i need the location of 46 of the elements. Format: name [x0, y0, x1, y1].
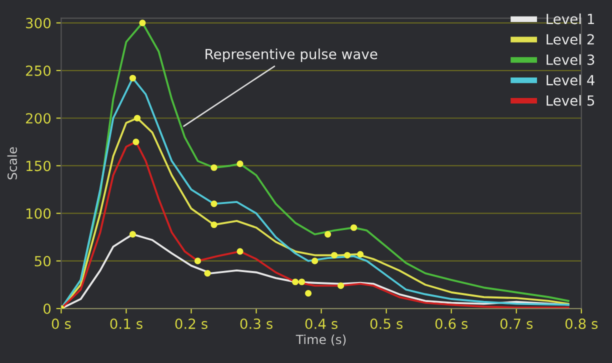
legend-label: Level 5	[546, 95, 594, 106]
legend-label: Level 2	[546, 34, 594, 45]
point	[312, 258, 318, 264]
point	[210, 221, 218, 228]
point	[129, 74, 136, 82]
point	[305, 290, 312, 297]
point	[210, 200, 218, 208]
point	[194, 258, 202, 264]
point	[338, 282, 344, 289]
x-tick-label: 0.2 s	[175, 318, 208, 330]
x-tick-label: 0.8 s	[565, 318, 598, 330]
point	[331, 252, 338, 259]
point	[344, 252, 351, 259]
point	[350, 224, 358, 231]
point	[129, 230, 136, 238]
legend-label: Level 4	[546, 74, 594, 86]
x-tick-label: 0.5 s	[370, 318, 403, 330]
legend-label: Level 3	[546, 54, 594, 65]
legend-label: Level 1	[546, 13, 594, 24]
x-tick-label: 0.1 s	[110, 318, 142, 330]
x-tick-label: 0.3 s	[240, 318, 272, 330]
y-tick-label: 300	[26, 18, 51, 28]
x-tick-label: 0.6 s	[435, 318, 468, 330]
y-tick-label: 0	[44, 304, 51, 314]
point	[210, 164, 218, 171]
point	[134, 114, 141, 122]
point	[357, 250, 364, 258]
point	[236, 160, 244, 168]
y-axis-title: Scale	[7, 147, 17, 180]
y-tick-label: 250	[26, 65, 51, 76]
y-tick-label: 50	[34, 256, 51, 266]
x-tick-label: 0 s	[52, 318, 71, 330]
point	[298, 278, 306, 286]
y-tick-label: 200	[26, 113, 51, 124]
annotation: Representive pulse wave	[206, 48, 378, 62]
point	[292, 278, 299, 286]
point	[236, 248, 244, 255]
point	[132, 138, 140, 146]
y-tick-label: 150	[26, 160, 51, 172]
point	[204, 270, 211, 277]
x-tick-label: 0.4 s	[305, 318, 338, 330]
point	[139, 20, 146, 26]
x-axis-title: Time (s)	[296, 334, 346, 346]
x-tick-label: 0.7 s	[500, 318, 533, 330]
y-tick-label: 100	[26, 208, 51, 219]
point	[324, 230, 332, 238]
